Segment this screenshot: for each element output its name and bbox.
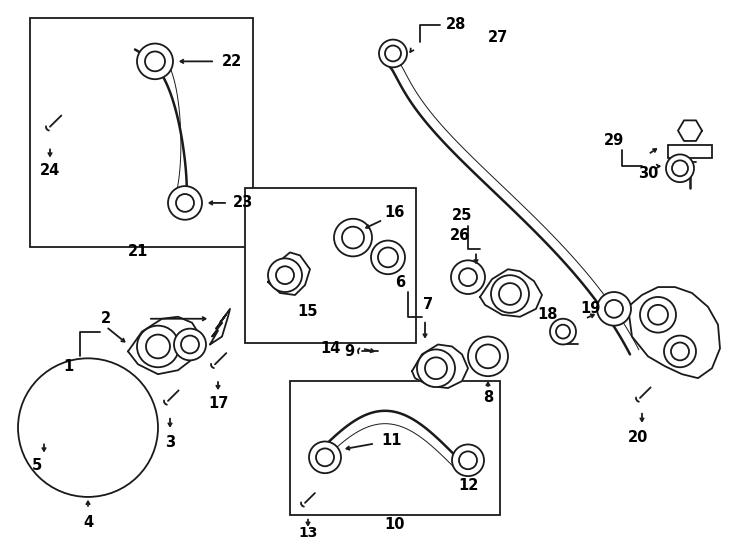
Circle shape bbox=[52, 392, 124, 463]
Polygon shape bbox=[128, 317, 202, 374]
Circle shape bbox=[371, 240, 405, 274]
Text: 15: 15 bbox=[298, 305, 319, 319]
Text: 16: 16 bbox=[385, 205, 405, 220]
Circle shape bbox=[378, 247, 398, 267]
Circle shape bbox=[385, 45, 401, 62]
Circle shape bbox=[459, 451, 477, 469]
Circle shape bbox=[18, 359, 158, 497]
Circle shape bbox=[666, 154, 694, 182]
Text: 13: 13 bbox=[298, 525, 318, 539]
Text: 22: 22 bbox=[222, 54, 242, 69]
Circle shape bbox=[476, 345, 500, 368]
Circle shape bbox=[174, 329, 206, 360]
Circle shape bbox=[468, 336, 508, 376]
Text: 29: 29 bbox=[604, 133, 624, 148]
Circle shape bbox=[276, 266, 294, 284]
Text: 27: 27 bbox=[488, 30, 508, 45]
Circle shape bbox=[44, 384, 132, 471]
Text: 2: 2 bbox=[101, 311, 111, 326]
Circle shape bbox=[268, 258, 302, 292]
Circle shape bbox=[181, 335, 199, 353]
Text: 25: 25 bbox=[452, 208, 472, 224]
Circle shape bbox=[334, 219, 372, 256]
Circle shape bbox=[491, 275, 529, 313]
Text: 11: 11 bbox=[382, 433, 402, 448]
Circle shape bbox=[417, 349, 455, 387]
Text: 20: 20 bbox=[628, 430, 648, 445]
Circle shape bbox=[68, 408, 108, 448]
Circle shape bbox=[605, 300, 623, 318]
Circle shape bbox=[672, 160, 688, 176]
Text: 28: 28 bbox=[446, 17, 466, 32]
Circle shape bbox=[168, 186, 202, 220]
Polygon shape bbox=[480, 269, 542, 317]
Text: 6: 6 bbox=[395, 275, 405, 289]
Text: 3: 3 bbox=[165, 435, 175, 450]
Polygon shape bbox=[678, 120, 702, 141]
Text: 19: 19 bbox=[580, 301, 600, 316]
Text: 30: 30 bbox=[638, 166, 658, 181]
Circle shape bbox=[648, 305, 668, 325]
Circle shape bbox=[137, 326, 179, 367]
Circle shape bbox=[60, 400, 116, 455]
Polygon shape bbox=[268, 252, 310, 295]
Circle shape bbox=[550, 319, 576, 345]
Text: 7: 7 bbox=[423, 298, 433, 312]
Text: 17: 17 bbox=[208, 396, 228, 411]
Circle shape bbox=[379, 39, 407, 68]
Circle shape bbox=[146, 335, 170, 359]
Circle shape bbox=[342, 227, 364, 248]
Circle shape bbox=[316, 448, 334, 466]
Circle shape bbox=[671, 342, 689, 360]
Circle shape bbox=[309, 442, 341, 473]
Circle shape bbox=[145, 51, 165, 71]
Text: 12: 12 bbox=[458, 477, 478, 492]
Text: 1: 1 bbox=[63, 359, 73, 374]
Text: 24: 24 bbox=[40, 163, 60, 178]
Text: 23: 23 bbox=[233, 195, 253, 211]
Text: 4: 4 bbox=[83, 515, 93, 530]
Circle shape bbox=[425, 357, 447, 379]
Circle shape bbox=[556, 325, 570, 339]
Circle shape bbox=[137, 44, 173, 79]
Circle shape bbox=[597, 292, 631, 326]
Text: 5: 5 bbox=[32, 458, 42, 472]
Circle shape bbox=[452, 444, 484, 476]
Circle shape bbox=[28, 368, 148, 487]
Text: 26: 26 bbox=[450, 228, 470, 243]
Circle shape bbox=[81, 421, 95, 435]
Circle shape bbox=[36, 376, 140, 479]
Circle shape bbox=[459, 268, 477, 286]
Polygon shape bbox=[412, 345, 468, 388]
Bar bbox=[245, 188, 416, 343]
Circle shape bbox=[640, 297, 676, 333]
Text: 8: 8 bbox=[483, 390, 493, 406]
Circle shape bbox=[20, 360, 156, 495]
Text: 10: 10 bbox=[385, 517, 405, 532]
Bar bbox=[30, 18, 253, 247]
Bar bbox=[290, 381, 500, 515]
Text: 9: 9 bbox=[344, 344, 354, 359]
Bar bbox=[668, 145, 712, 158]
Text: 21: 21 bbox=[128, 244, 148, 259]
Circle shape bbox=[75, 415, 101, 441]
Polygon shape bbox=[628, 287, 720, 378]
Circle shape bbox=[451, 260, 485, 294]
Text: 18: 18 bbox=[538, 307, 559, 322]
Circle shape bbox=[176, 194, 194, 212]
Circle shape bbox=[499, 283, 521, 305]
Circle shape bbox=[664, 335, 696, 367]
Text: 14: 14 bbox=[320, 341, 340, 356]
